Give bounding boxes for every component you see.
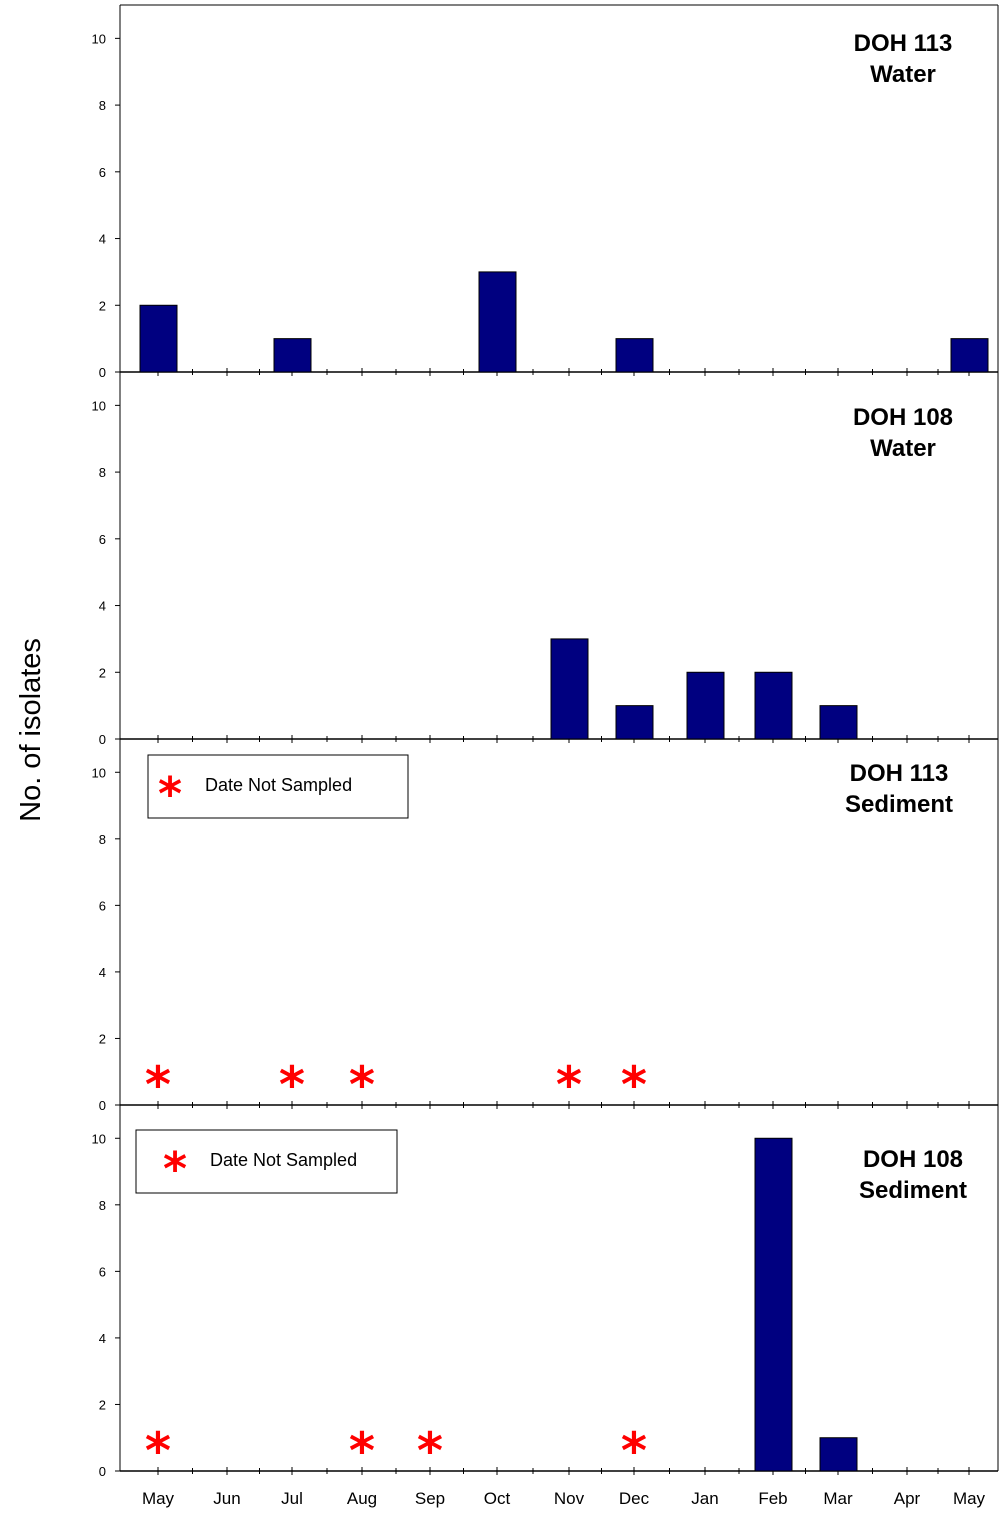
y-tick-label: 2 [99, 298, 106, 313]
y-tick-label: 8 [99, 832, 106, 847]
x-tick-label: Jul [281, 1489, 303, 1508]
legend-box [135, 1129, 398, 1194]
legend-label: Date Not Sampled [210, 1150, 357, 1170]
bar [950, 338, 989, 373]
y-tick-label: 4 [99, 599, 106, 614]
not-sampled-marker: * [621, 1056, 647, 1114]
y-tick-label: 0 [99, 1098, 106, 1113]
panel-4: 0 2 4 6 8 10 * * * * DOH 108 Sediment * Date Not Samp… [92, 1105, 999, 1508]
y-tick-label: 10 [92, 398, 106, 413]
x-tick-label: Feb [758, 1489, 787, 1508]
panel-title: DOH 108 [863, 1146, 963, 1173]
y-tick-label: 2 [99, 1397, 106, 1412]
not-sampled-marker: * [145, 1422, 171, 1480]
x-tick-label: Apr [894, 1489, 921, 1508]
y-axis-label: No. of isolates [15, 638, 47, 822]
x-tick-label: May [953, 1489, 986, 1508]
bar [754, 1137, 793, 1472]
bar [550, 638, 589, 740]
x-tick-label: May [142, 1489, 175, 1508]
y-tick-label: 0 [99, 1464, 106, 1479]
x-tick-label: Aug [347, 1489, 377, 1508]
panel-title: DOH 108 [853, 404, 953, 431]
panel-1: 0 2 4 6 8 10 DOH 113 Water [92, 4, 999, 380]
panel-2: 0 2 4 6 8 10 DOH 108 Water [92, 372, 999, 747]
not-sampled-marker: * [621, 1422, 647, 1480]
not-sampled-marker: * [279, 1056, 305, 1114]
panel-3: 0 2 4 6 8 10 * * * * * DOH 113 Sediment * Date Not Sam… [92, 739, 999, 1114]
x-tick-label: Sep [415, 1489, 445, 1508]
bar [273, 338, 312, 373]
y-tick-label: 6 [99, 898, 106, 913]
panel-title: Sediment [859, 1177, 967, 1204]
not-sampled-marker: * [417, 1422, 443, 1480]
bar [754, 671, 793, 740]
legend-box [147, 754, 409, 819]
panel-title: Sediment [845, 791, 953, 818]
y-tick-label: 0 [99, 732, 106, 747]
y-tick-label: 2 [99, 665, 106, 680]
y-tick-label: 4 [99, 1331, 106, 1346]
bar [686, 671, 725, 740]
y-tick-label: 8 [99, 465, 106, 480]
bar [615, 705, 654, 740]
panel-title: DOH 113 [854, 30, 953, 57]
not-sampled-marker: * [349, 1422, 375, 1480]
y-tick-label: 10 [92, 31, 106, 46]
x-tick-label: Jan [691, 1489, 718, 1508]
not-sampled-marker: * [556, 1056, 582, 1114]
x-tick-label: Mar [823, 1489, 853, 1508]
legend: * Date Not Sampled [135, 1129, 398, 1196]
y-tick-label: 4 [99, 232, 106, 247]
legend-marker: * [163, 1142, 187, 1196]
panel-title: Water [870, 435, 936, 462]
y-tick-label: 6 [99, 532, 106, 547]
y-tick-label: 8 [99, 1198, 106, 1213]
y-tick-label: 8 [99, 98, 106, 113]
bar [139, 304, 178, 373]
y-tick-label: 2 [99, 1031, 106, 1046]
y-tick-label: 4 [99, 965, 106, 980]
legend-label: Date Not Sampled [205, 775, 352, 795]
y-tick-label: 10 [92, 765, 106, 780]
y-tick-label: 0 [99, 365, 106, 380]
bar [478, 271, 517, 373]
panel-title: DOH 113 [850, 760, 949, 787]
y-tick-label: 10 [92, 1131, 106, 1146]
bar [819, 1437, 858, 1472]
panel-title: Water [870, 61, 936, 88]
not-sampled-marker: * [145, 1056, 171, 1114]
bar [819, 705, 858, 740]
x-tick-label: Jun [213, 1489, 240, 1508]
legend-marker: * [158, 767, 182, 821]
bar [615, 338, 654, 373]
x-tick-label: Dec [619, 1489, 650, 1508]
y-tick-label: 6 [99, 1264, 106, 1279]
legend: * Date Not Sampled [147, 754, 409, 821]
x-tick-label: Nov [554, 1489, 585, 1508]
y-tick-label: 6 [99, 165, 106, 180]
not-sampled-marker: * [349, 1056, 375, 1114]
x-tick-label: Oct [484, 1489, 511, 1508]
